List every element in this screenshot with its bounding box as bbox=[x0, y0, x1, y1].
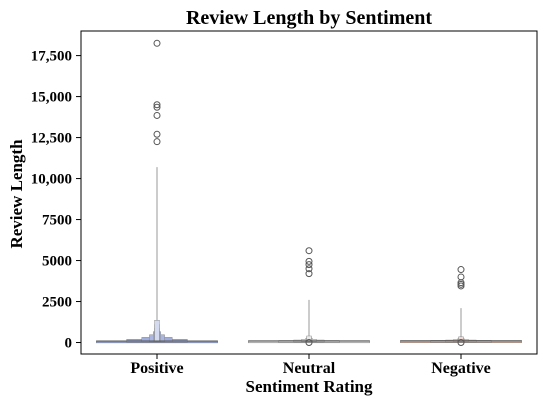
boxen-neutral bbox=[247, 247, 370, 347]
y-tick-label: 2500 bbox=[42, 295, 72, 311]
x-tick-label: Negative bbox=[431, 360, 491, 377]
y-tick-label: 7500 bbox=[42, 213, 72, 229]
outlier-point bbox=[457, 339, 465, 347]
outlier-point bbox=[305, 270, 313, 278]
outlier-point bbox=[153, 101, 161, 109]
outlier-point bbox=[305, 247, 313, 255]
outlier-point bbox=[153, 111, 161, 119]
x-axis-label: Sentiment Rating bbox=[245, 377, 373, 396]
x-axis: Positive Neutral Negative bbox=[130, 354, 491, 377]
outlier-point bbox=[305, 265, 313, 273]
boxen-positive bbox=[95, 39, 218, 344]
x-tick-label: Positive bbox=[130, 360, 183, 377]
outlier-point bbox=[153, 103, 161, 111]
outlier-point bbox=[457, 273, 465, 281]
outlier-point bbox=[153, 130, 161, 138]
outlier-point bbox=[457, 266, 465, 274]
y-axis-label: Review Length bbox=[7, 139, 26, 249]
outlier-point bbox=[457, 282, 465, 290]
y-tick-label: 5000 bbox=[42, 254, 72, 270]
y-tick-label: 15,000 bbox=[31, 90, 72, 106]
y-axis: 0 2500 5000 7500 10,000 12,500 15,000 17,500 bbox=[31, 49, 81, 352]
outlier-point bbox=[305, 257, 313, 265]
outlier-point bbox=[305, 261, 313, 269]
y-tick-label: 0 bbox=[65, 336, 73, 352]
outlier-point bbox=[153, 138, 161, 146]
letter-value-box bbox=[154, 320, 160, 342]
plot-area bbox=[80, 30, 538, 355]
y-tick-label: 12,500 bbox=[31, 131, 72, 147]
boxen-negative bbox=[400, 266, 523, 347]
outlier-point bbox=[305, 339, 313, 347]
chart-title: Review Length by Sentiment bbox=[186, 7, 432, 29]
y-tick-label: 17,500 bbox=[31, 49, 72, 65]
outlier-point bbox=[153, 39, 161, 47]
x-tick-label: Neutral bbox=[283, 360, 336, 377]
y-tick-label: 10,000 bbox=[31, 172, 72, 188]
